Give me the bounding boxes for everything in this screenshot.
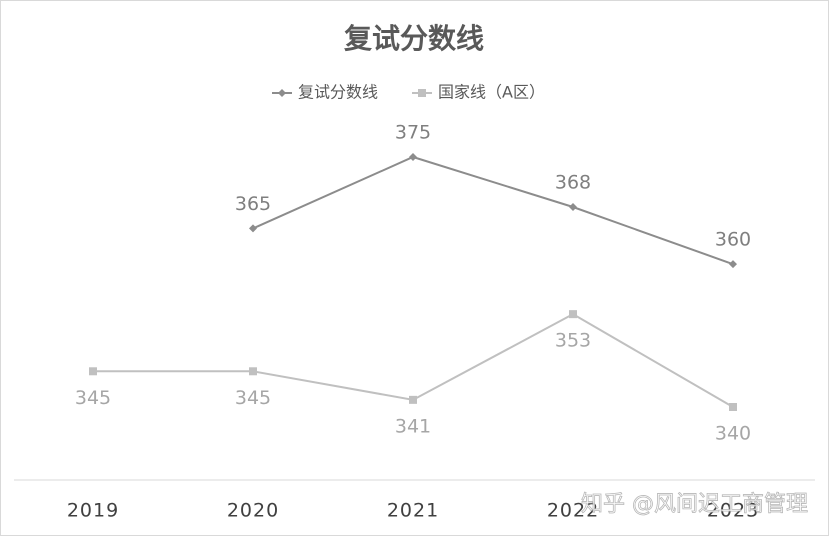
data-label: 360 xyxy=(715,229,751,251)
chart-title: 复试分数线 xyxy=(344,22,484,55)
data-point xyxy=(249,367,257,376)
data-point xyxy=(418,89,426,97)
data-point xyxy=(729,403,737,411)
series-line xyxy=(252,155,734,266)
legend-label: 复试分数线 xyxy=(298,83,378,102)
data-label: 341 xyxy=(395,415,431,437)
x-tick-label: 2021 xyxy=(387,500,439,522)
data-point xyxy=(249,224,257,233)
x-tick-label: 2022 xyxy=(547,500,599,522)
data-point xyxy=(569,310,577,319)
data-point xyxy=(729,260,737,269)
data-point xyxy=(409,395,417,404)
data-label: 375 xyxy=(395,122,431,144)
x-tick-label: 2023 xyxy=(707,500,759,522)
watermark: 知乎 @风间迟工商管理 xyxy=(581,492,808,517)
legend-label: 国家线（A区） xyxy=(438,83,545,102)
data-point xyxy=(409,153,417,161)
data-label: 340 xyxy=(715,423,751,445)
data-point xyxy=(278,89,286,97)
data-label: 353 xyxy=(555,330,591,352)
x-tick-label: 2020 xyxy=(227,500,279,522)
data-label: 345 xyxy=(235,387,271,409)
data-label: 345 xyxy=(75,387,111,409)
data-label: 365 xyxy=(235,193,271,215)
data-point xyxy=(569,203,577,211)
x-tick-label: 2019 xyxy=(67,500,119,522)
data-label: 368 xyxy=(555,172,591,194)
data-point xyxy=(89,367,97,376)
